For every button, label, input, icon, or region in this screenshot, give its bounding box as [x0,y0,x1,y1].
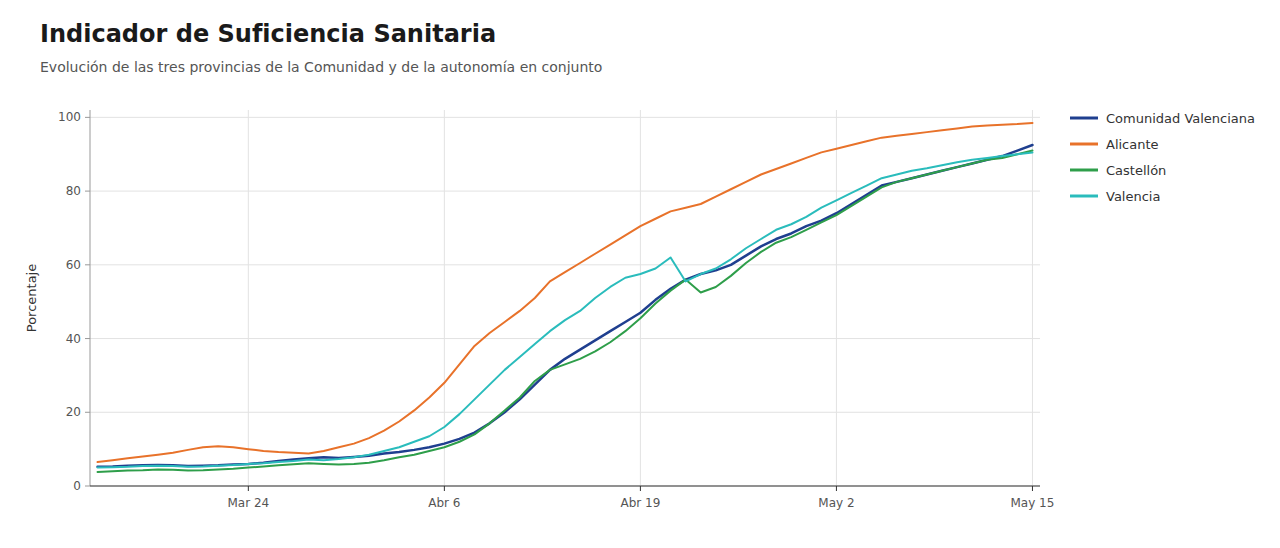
chart: Indicador de Suficiencia Sanitaria Evoluc… [0,0,1280,548]
y-tick-label: 80 [66,184,81,198]
legend: Comunidad Valenciana Alicante Castellón Val… [1070,111,1255,204]
y-grid-line [90,264,1040,265]
x-grid-line [444,110,445,486]
y-tick [85,117,90,118]
y-tick [85,486,90,487]
series-line [98,123,1033,462]
legend-label: Castellón [1106,163,1166,178]
legend-label: Valencia [1106,189,1160,204]
y-axis: 0 20 40 60 80 100 [58,110,90,493]
x-axis-line [90,485,1040,486]
series-line [98,145,1033,467]
legend-swatch [1070,117,1098,120]
x-tick [444,486,445,491]
y-tick-label: 20 [66,405,81,419]
series-group [98,123,1033,472]
x-tick-label: Abr 6 [428,496,460,510]
x-tick [640,486,641,491]
legend-label: Alicante [1106,137,1159,152]
grid [90,110,1040,486]
subtitle: Evolución de las tres provincias de la C… [40,59,602,75]
x-tick-label: May 15 [1011,496,1055,510]
x-grid-line [248,110,249,486]
x-tick-label: May 2 [818,496,854,510]
y-grid-line [90,412,1040,413]
y-tick [85,338,90,339]
series-line [98,152,1033,467]
y-tick [85,264,90,265]
y-axis-line [90,110,91,486]
y-grid-line [90,191,1040,192]
title: Indicador de Suficiencia Sanitaria [40,20,496,48]
legend-swatch [1070,195,1098,198]
legend-label: Comunidad Valenciana [1106,111,1255,126]
y-tick [85,191,90,192]
series-line [98,151,1033,472]
x-tick [1032,486,1033,491]
y-tick-label: 40 [66,332,81,346]
x-grid-line [836,110,837,486]
x-grid-line [1032,110,1033,486]
y-tick-label: 100 [58,110,81,124]
x-tick-label: Abr 19 [620,496,660,510]
x-tick-label: Mar 24 [227,496,269,510]
y-axis-label: Porcentaje [24,264,39,332]
y-grid-line [90,117,1040,118]
y-tick [85,412,90,413]
legend-swatch [1070,143,1098,146]
x-axis: Mar 24 Abr 6 Abr 19 May 2 May 15 [227,486,1054,510]
x-grid-line [640,110,641,486]
x-tick [836,486,837,491]
y-grid-line [90,338,1040,339]
y-tick-label: 0 [73,479,81,493]
y-tick-label: 60 [66,258,81,272]
x-tick [248,486,249,491]
y-grid-line [90,486,1040,487]
legend-swatch [1070,169,1098,172]
